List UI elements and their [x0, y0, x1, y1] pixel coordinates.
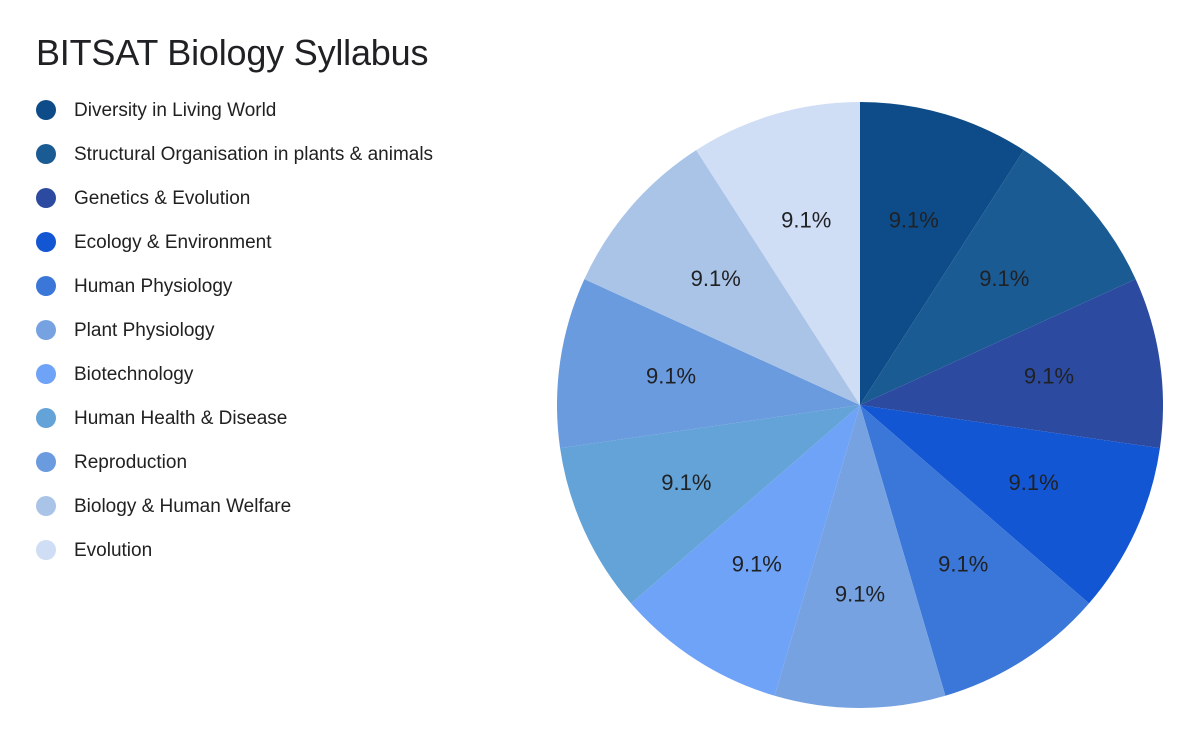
legend-item[interactable]: Human Health & Disease: [36, 406, 506, 440]
pie-slice-label: 9.1%: [1024, 364, 1074, 389]
legend-item-label: Human Health & Disease: [74, 408, 288, 429]
legend-swatch-icon: [36, 408, 56, 428]
pie-slice-label: 9.1%: [938, 551, 988, 576]
legend-item-label: Structural Organisation in plants & anim…: [74, 144, 434, 165]
pie-slice[interactable]: [631, 405, 860, 696]
pie-slice[interactable]: [696, 102, 860, 405]
pie-slice[interactable]: [584, 150, 860, 405]
pie-slice-label: 9.1%: [732, 551, 782, 576]
legend-item-label: Evolution: [74, 540, 153, 561]
pie-slice[interactable]: [774, 405, 946, 708]
legend-item-label: Plant Physiology: [74, 320, 215, 341]
pie-slice-label: 9.1%: [889, 208, 939, 233]
legend-item[interactable]: Genetics & Evolution: [36, 186, 506, 220]
legend-swatch-icon: [36, 364, 56, 384]
legend-item-label: Human Physiology: [74, 276, 233, 297]
page-title: BITSAT Biology Syllabus: [36, 32, 429, 73]
pie-slice[interactable]: [860, 405, 1089, 696]
pie-slice-label: 9.1%: [1009, 470, 1059, 495]
legend-item[interactable]: Biotechnology: [36, 362, 506, 396]
legend-item[interactable]: Human Physiology: [36, 274, 506, 308]
legend-swatch-icon: [36, 540, 56, 560]
legend-item-label: Genetics & Evolution: [74, 188, 251, 209]
legend-item-label: Biology & Human Welfare: [74, 496, 292, 517]
pie-slice[interactable]: [860, 150, 1136, 405]
legend-item[interactable]: Plant Physiology: [36, 318, 506, 352]
legend-item-label: Ecology & Environment: [74, 232, 272, 253]
legend-item[interactable]: Biology & Human Welfare: [36, 494, 506, 528]
legend-item[interactable]: Ecology & Environment: [36, 230, 506, 264]
pie-slice[interactable]: [560, 405, 860, 604]
pie-slice-group: [557, 102, 1163, 708]
legend-swatch-icon: [36, 276, 56, 296]
pie-slice-label: 9.1%: [661, 470, 711, 495]
legend-item-label: Diversity in Living World: [74, 100, 277, 121]
pie-label-group: 9.1% 9.1% 9.1% 9.1% 9.1% 9.1% 9.1% 9.1% 9.1% 9.1%…: [646, 208, 1074, 607]
pie-slice[interactable]: [557, 279, 860, 449]
pie-slice-label: 9.1%: [781, 208, 831, 233]
pie-slice-label: 9.1%: [979, 266, 1029, 291]
pie-chart: 9.1% 9.1% 9.1% 9.1% 9.1% 9.1% 9.1% 9.1% 9.1% 9.1%…: [557, 102, 1163, 708]
pie-slice-label: 9.1%: [835, 582, 885, 607]
legend-item-label: Biotechnology: [74, 364, 194, 385]
legend-swatch-icon: [36, 100, 56, 120]
chart-legend: Diversity in Living World Structural Orga…: [36, 98, 506, 582]
legend-item[interactable]: Evolution: [36, 538, 506, 572]
legend-swatch-icon: [36, 188, 56, 208]
pie-slice[interactable]: [860, 102, 1024, 405]
legend-item-label: Reproduction: [74, 452, 188, 473]
pie-slice[interactable]: [860, 279, 1163, 449]
legend-item[interactable]: Structural Organisation in plants & anim…: [36, 142, 506, 176]
pie-slice[interactable]: [860, 405, 1160, 604]
legend-swatch-icon: [36, 144, 56, 164]
legend-swatch-icon: [36, 320, 56, 340]
pie-slice-label: 9.1%: [691, 266, 741, 291]
legend-item[interactable]: Diversity in Living World: [36, 98, 506, 132]
legend-swatch-icon: [36, 496, 56, 516]
pie-slice-label: 9.1%: [646, 364, 696, 389]
legend-item[interactable]: Reproduction: [36, 450, 506, 484]
legend-swatch-icon: [36, 232, 56, 252]
legend-swatch-icon: [36, 452, 56, 472]
pie-chart-svg: 9.1% 9.1% 9.1% 9.1% 9.1% 9.1% 9.1% 9.1% 9.1% 9.1%…: [557, 102, 1163, 708]
